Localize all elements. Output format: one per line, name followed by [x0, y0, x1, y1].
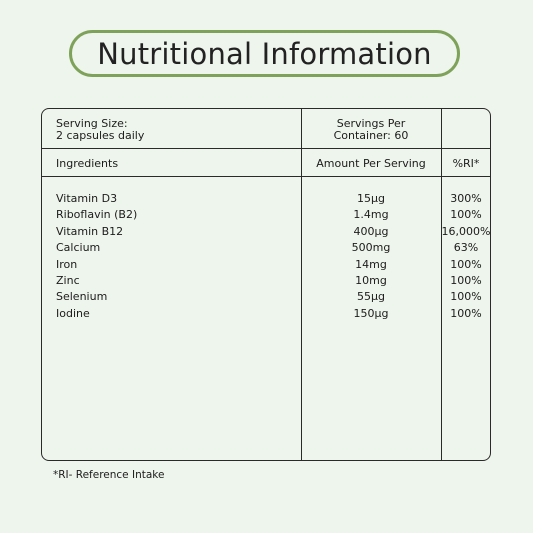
- column-header-amount: Amount Per Serving: [316, 157, 426, 170]
- ingredient-amount: 55µg: [357, 290, 385, 304]
- ingredient-amount: 15µg: [357, 192, 385, 205]
- column-divider: [441, 109, 442, 460]
- ingredient-name: Zinc: [56, 274, 80, 287]
- title-pill: Nutritional Information: [69, 30, 460, 77]
- ingredient-name: Vitamin D3: [56, 192, 118, 205]
- serving-size-label: Serving Size:: [56, 117, 128, 130]
- ingredient-ri: 100%: [450, 274, 482, 287]
- ingredient-ri: 63%: [453, 241, 479, 255]
- table-row: Riboflavin (B2) 1.4mg 100%: [42, 207, 490, 223]
- ingredient-amount: 10mg: [355, 274, 387, 287]
- servings-per-label: Servings Per: [336, 117, 406, 130]
- table-row: Iron 14mg 100%: [42, 257, 490, 273]
- ingredient-ri: 100%: [450, 290, 482, 304]
- ingredient-amount: 14mg: [355, 257, 387, 271]
- table-row: Calcium 500mg 63%: [42, 240, 490, 256]
- ingredient-ri: 100%: [450, 257, 482, 271]
- ingredient-amount: 400µg: [353, 224, 389, 238]
- ingredient-ri: 300%: [450, 192, 482, 205]
- ingredient-name: Iodine: [56, 306, 90, 320]
- table-row: Vitamin B12 400µg 16,000%: [42, 224, 490, 240]
- serving-size-value: 2 capsules daily: [56, 129, 145, 142]
- footnote: *RI- Reference Intake: [53, 469, 165, 481]
- ingredient-ri: 100%: [450, 208, 482, 222]
- ingredient-name: Calcium: [56, 241, 101, 255]
- table-row: Zinc 10mg 100%: [42, 273, 490, 289]
- ingredient-name: Vitamin B12: [56, 224, 124, 238]
- table-row: Selenium 55µg 100%: [42, 289, 490, 305]
- ingredient-name: Selenium: [56, 290, 108, 304]
- row-divider: [42, 148, 490, 149]
- ingredient-name: Iron: [56, 257, 78, 271]
- ingredient-amount: 1.4mg: [353, 208, 389, 222]
- ingredient-amount: 150µg: [353, 306, 389, 320]
- table-row: Vitamin D3 15µg 300%: [42, 191, 490, 207]
- ingredient-ri: 16,000%: [441, 224, 491, 238]
- ingredient-amount: 500mg: [351, 241, 391, 255]
- page-title: Nutritional Information: [97, 36, 432, 71]
- table-row: Iodine 150µg 100%: [42, 306, 490, 322]
- ingredient-name: Riboflavin (B2): [56, 208, 138, 222]
- ingredient-ri: 100%: [450, 306, 482, 320]
- nutrition-table: Serving Size: 2 capsules daily Servings …: [41, 108, 491, 461]
- row-divider: [42, 176, 490, 177]
- column-divider: [301, 109, 302, 460]
- servings-per-value: Container: 60: [333, 129, 409, 142]
- column-header-ri: %RI*: [452, 157, 480, 170]
- column-header-ingredients: Ingredients: [56, 157, 119, 170]
